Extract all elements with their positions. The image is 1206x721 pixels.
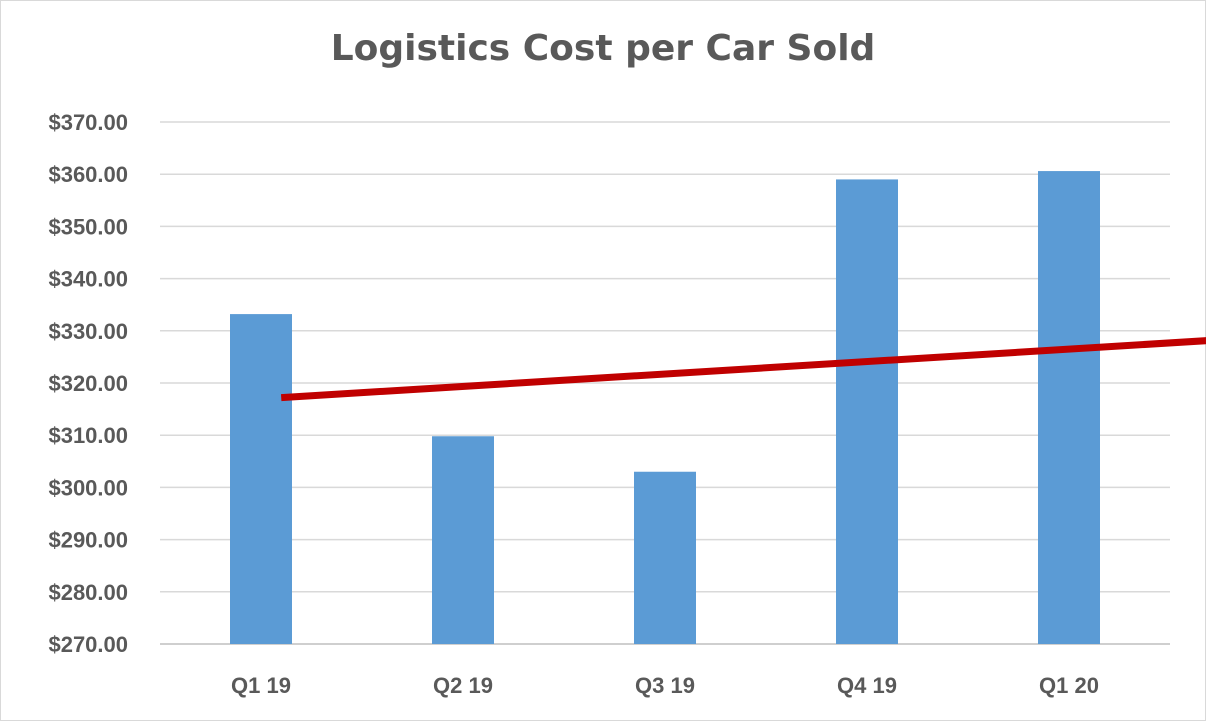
y-tick-label: $280.00 (48, 580, 128, 605)
trend-arrow (280, 337, 1206, 402)
y-tick-label: $310.00 (48, 423, 128, 448)
bar (432, 436, 494, 644)
y-tick-label: $330.00 (48, 319, 128, 344)
bar (230, 314, 292, 644)
y-tick-label: $300.00 (48, 475, 128, 500)
x-tick-label: Q3 19 (635, 673, 695, 698)
y-tick-label: $290.00 (48, 528, 128, 553)
y-tick-label: $270.00 (48, 632, 128, 657)
chart-title: Logistics Cost per Car Sold (330, 28, 876, 69)
y-tick-label: $350.00 (48, 214, 128, 239)
y-tick-label: $360.00 (48, 162, 128, 187)
y-tick-label: $340.00 (48, 267, 128, 292)
x-tick-label: Q1 20 (1039, 673, 1099, 698)
x-tick-label: Q1 19 (231, 673, 291, 698)
x-tick-label: Q4 19 (837, 673, 897, 698)
bar (836, 179, 898, 645)
y-tick-label: $320.00 (48, 371, 128, 396)
x-tick-label: Q2 19 (433, 673, 493, 698)
bar (634, 471, 696, 644)
bar (1038, 171, 1100, 644)
y-tick-label: $370.00 (48, 110, 128, 135)
